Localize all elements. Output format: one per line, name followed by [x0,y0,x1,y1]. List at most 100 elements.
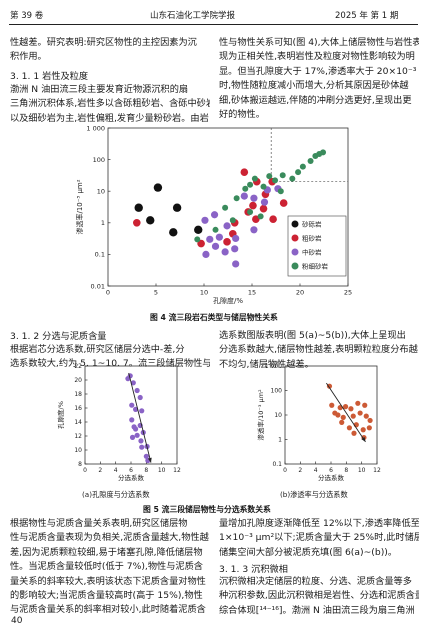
data-point-3 [307,158,314,165]
legend-marker [291,262,299,270]
data-point-2 [231,245,239,253]
x-tick-label: 10 [358,467,366,474]
data-point [133,426,139,432]
x-tick-label: 0 [106,289,110,297]
data-point-0 [146,216,155,225]
data-point-2 [211,242,220,250]
x-tick-label: 20 [296,289,304,297]
data-point [326,383,333,389]
x-tick-label: 5 [154,289,158,297]
paragraph-311: 渤洲 N 油田流三段主要发育近物源沉积的扇 三角洲沉积体系,岩性多以含砾粗砂岩、… [10,84,210,124]
data-point-2 [202,250,210,258]
figure-4-caption: 图 4 流三段岩石类型与储层物性关系 [150,313,278,322]
data-point-3 [247,208,254,215]
data-point [348,406,354,412]
y-tick-label: 10 [97,187,105,195]
data-point [367,417,373,424]
figure-5b-caption: (b)渗透率与分选系数 [280,490,348,499]
data-point-2 [223,222,231,230]
y-axis-label: 渗透率/10⁻³ μm² [75,179,84,234]
data-point-3 [295,169,302,176]
data-point [129,417,135,423]
data-point-2 [250,194,258,202]
x-axis-label: 分选系数 [318,473,345,482]
x-tick-label: 10 [158,467,166,474]
x-tick-label: 4 [114,467,118,474]
data-point-1 [259,204,268,213]
y-axis-label: 渗透率/10⁻³ μm² [256,389,265,441]
data-point [130,380,136,386]
data-point-1 [252,215,260,223]
data-point [139,444,145,450]
legend-label: 砂砾岩 [302,220,322,229]
data-point-0 [153,183,163,192]
data-point [143,453,149,459]
data-point [362,402,368,408]
y-tick-label: 100 [93,156,105,164]
y-tick-label: 10 [274,412,282,419]
y-tick-label: 1 [278,437,282,444]
y-tick-label: 0.01 [91,282,105,290]
x-tick-label: 15 [248,289,256,297]
data-point-2 [260,198,269,206]
x-tick-label: 10 [200,289,208,297]
section-heading-311: 3. 1. 1 岩性及粒度 [10,71,89,82]
x-tick-label: 6 [329,467,333,474]
page-number: 40 [11,616,23,626]
x-axis-label: 分选系数 [118,473,145,482]
volume-label: 第 39 卷 [10,11,44,21]
y-tick-label: 12 [74,433,82,440]
legend-marker [291,248,299,256]
legend-label: 粉细砂岩 [302,262,329,271]
plot-frame [107,127,349,287]
data-point-2 [215,233,223,241]
data-point-2 [221,248,229,256]
data-point-1 [223,238,231,246]
data-point [335,412,341,418]
data-point-2 [240,192,248,200]
y-tick-label: 100 [271,388,283,395]
y-tick-label: 18 [74,391,82,398]
section-heading-312: 3. 1. 2 分选与泥质含量 [10,331,107,342]
data-point-3 [247,181,254,188]
data-point [138,438,144,444]
paragraph-bottom-right: 量增加孔隙度逐渐降低至 12%以下,渗透率降低至 1×10⁻³ μm²以下;泥质… [219,518,419,558]
paragraph-312-left: 根据岩芯分选系数,研究区储层分选中-差,分 选系数较大,约为 5. 1~10. … [10,344,210,370]
data-point [339,419,345,425]
x-tick-label: 0 [83,467,87,474]
data-point [342,404,349,410]
plot-frame [284,365,378,465]
y-axis-label: 孔隙度/% [56,401,65,429]
paragraph-313: 沉积微相决定储层的粒度、分选、泥质含量等多 种沉积参数,因此沉积微相是岩性、分选… [219,576,419,616]
issue-label: 2025 年 第 1 期 [335,11,399,21]
data-point-3 [242,185,249,192]
data-point [129,402,135,408]
x-tick-label: 6 [129,467,133,474]
y-tick-label: 16 [74,405,82,412]
trend-arrow-head [147,457,152,463]
top-right-paragraph: 性与物性关系可知(图 4),大体上储层物性与岩性表 现为正相关性,表明岩性及粒度… [219,37,419,121]
data-point [137,394,143,401]
trend-arrow-line [128,372,152,463]
data-point-1 [269,215,277,223]
paragraph-312-right: 选系数图版表明(图 5(a)~5(b)),大体上呈现出 分选系数越大,储层物性越… [219,330,418,370]
data-point-1 [279,199,288,207]
data-point [350,413,356,419]
data-point-3 [266,173,273,180]
y-tick-label: 10 [74,447,82,454]
data-point [346,425,352,431]
data-point [340,414,346,420]
data-point [363,413,369,419]
data-point-3 [279,172,286,179]
y-tick-label: 1 [101,219,105,227]
data-point [360,427,366,433]
trend-arrow-head [361,436,366,442]
data-point-0 [172,203,182,212]
y-tick-label: 0.1 [272,461,282,468]
data-point-3 [233,195,240,202]
y-tick-label: 1 000 [265,363,282,370]
data-point-3 [272,177,279,184]
header-rule [9,24,418,25]
data-point-0 [134,203,143,212]
data-point-3 [251,175,258,182]
